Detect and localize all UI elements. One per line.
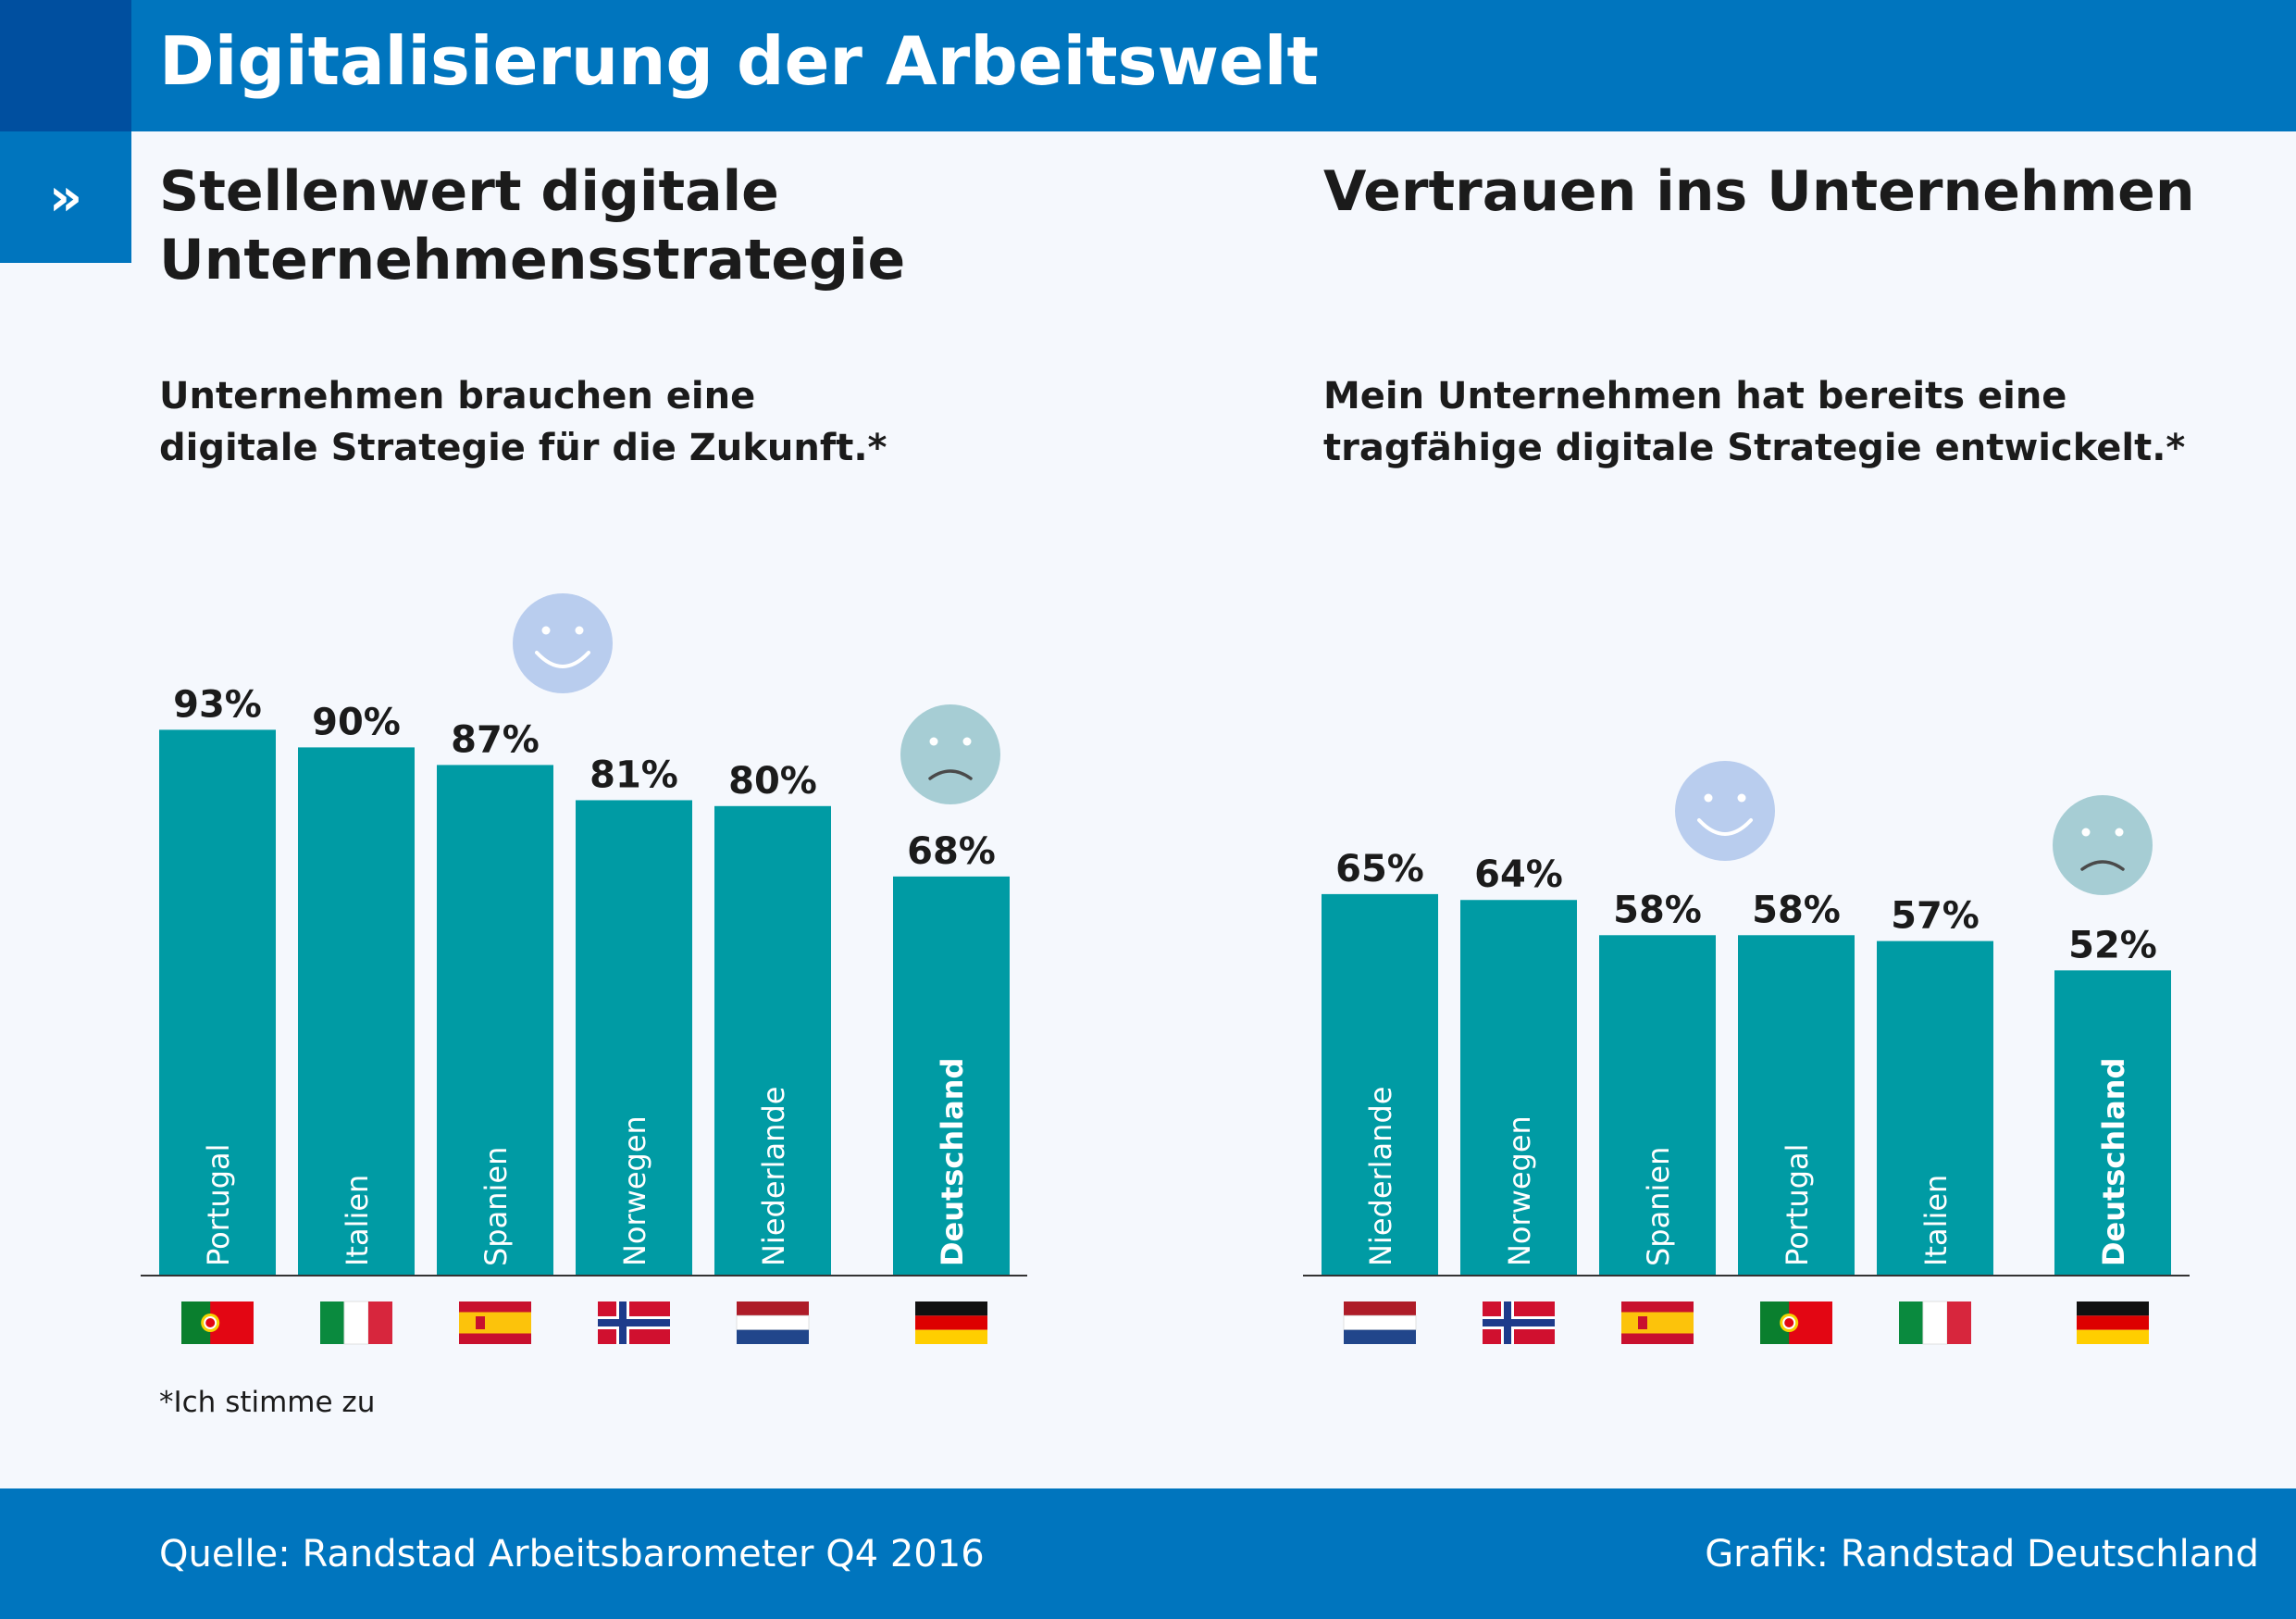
value-label: 65% [1335,848,1424,890]
category-label: Italien [1918,1175,1954,1266]
chart1-subtitle: Unternehmen brauchen eine digitale Strat… [159,370,887,474]
value-label: 58% [1752,889,1841,931]
bar-deutschland [893,876,1010,1276]
category-label: Portugal [201,1143,236,1266]
value-label: 64% [1474,853,1563,896]
category-label: Deutschland [2096,1058,2131,1266]
category-label: Norwegen [617,1115,652,1266]
value-label: 68% [907,830,996,873]
norway-flag-icon [598,1301,670,1344]
category-label: Deutschland [935,1058,970,1266]
page-title: Digitalisierung der Arbeitswelt [159,22,1319,100]
value-label: 52% [2068,924,2157,966]
header-bar: Digitalisierung der Arbeitswelt [0,0,2296,131]
chart2-title-line1: Vertrauen ins Unternehmen [1323,159,2195,224]
value-label: 81% [590,753,678,796]
value-label: 87% [451,718,540,761]
netherlands-flag-icon [736,1301,810,1344]
spain-flag-icon [459,1301,531,1344]
bar-italien [1877,940,1993,1276]
chart2-title: Vertrauen ins Unternehmen [1323,157,2195,226]
portugal-flag-icon [181,1301,254,1344]
category-label: Niederlande [1363,1087,1398,1266]
chart1-title: Stellenwert digitale Unternehmensstrateg… [159,157,905,294]
bar-spanien [1599,935,1716,1276]
italy-flag-icon [320,1301,392,1345]
bar-italien [298,747,415,1276]
bar-niederlande [714,805,831,1276]
header-accent-block [0,0,131,131]
chart2-subtitle-line2: tragfähige digitale Strategie entwickelt… [1323,427,2186,469]
value-label: 58% [1613,889,1702,931]
category-label: Spanien [478,1147,514,1266]
germany-flag-icon [2077,1301,2149,1344]
portugal-flag-icon [1760,1301,1832,1344]
value-label: 93% [173,683,262,726]
spain-flag-icon [1621,1301,1694,1344]
value-label: 90% [312,701,401,743]
norway-flag-icon [1483,1301,1555,1344]
chart1-subtitle-line2: digitale Strategie für die Zukunft.* [159,427,887,469]
happy-face-icon [513,593,613,693]
bar-niederlande [1322,893,1438,1276]
value-label: 57% [1891,895,1980,938]
category-label: Italien [340,1175,375,1266]
value-label: 80% [728,760,817,803]
bar-norwegen [1460,900,1577,1276]
chart2-subtitle: Mein Unternehmen hat bereits eine tragfä… [1323,370,2185,474]
chart1-title-line2: Unternehmensstrategie [159,228,906,293]
category-label: Spanien [1641,1147,1676,1266]
chart2-subtitle-line1: Mein Unternehmen hat bereits eine [1323,375,2067,417]
bar-charts: 93% Portugal 90% Italien 87% Spanien 81% Norweg… [141,593,2190,1345]
happy-face-icon [1675,761,1775,861]
bar-spanien [437,765,553,1276]
footnote: *Ich stimme zu [159,1386,376,1419]
chart1-subtitle-line1: Unternehmen brauchen eine [159,375,756,417]
source-text: Quelle: Randstad Arbeitsbarometer Q4 201… [159,1533,985,1575]
netherlands-flag-icon [1343,1301,1417,1344]
chart-1: 93% Portugal 90% Italien 87% Spanien 81% Norweg… [141,593,1027,1345]
bar-norwegen [576,800,692,1276]
chart-2: 65% Niederlande 64% Norwegen 58% Spanien 58% Po… [1303,761,2190,1345]
footer-bar: Quelle: Randstad Arbeitsbarometer Q4 201… [0,1488,2296,1619]
germany-flag-icon [915,1301,987,1344]
bar-portugal [1738,935,1855,1276]
sad-face-icon [900,704,1000,804]
category-label: Portugal [1780,1143,1815,1266]
category-label: Niederlande [756,1087,791,1266]
credit-text: Grafik: Randstad Deutschland [1705,1533,2259,1575]
category-label: Norwegen [1502,1115,1537,1266]
bar-portugal [159,729,276,1276]
chart1-title-line1: Stellenwert digitale [159,159,779,224]
sad-face-icon [2053,795,2153,895]
chevron-icon: » [0,131,131,263]
bar-deutschland [2054,970,2171,1276]
italy-flag-icon [1899,1301,1971,1345]
